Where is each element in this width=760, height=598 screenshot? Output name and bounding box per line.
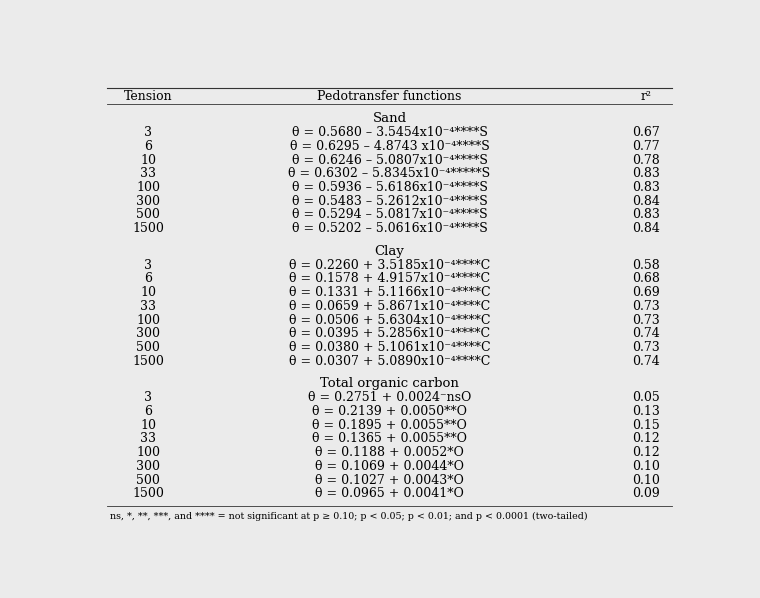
Text: 0.83: 0.83 xyxy=(632,209,660,221)
Text: 10: 10 xyxy=(140,154,156,166)
Text: 0.12: 0.12 xyxy=(632,446,660,459)
Text: θ = 0.0506 + 5.6304x10⁻⁴****C: θ = 0.0506 + 5.6304x10⁻⁴****C xyxy=(289,313,490,327)
Text: θ = 0.2260 + 3.5185x10⁻⁴****C: θ = 0.2260 + 3.5185x10⁻⁴****C xyxy=(289,258,490,271)
Text: 0.74: 0.74 xyxy=(632,355,660,368)
Text: θ = 0.1578 + 4.9157x10⁻⁴****C: θ = 0.1578 + 4.9157x10⁻⁴****C xyxy=(289,272,490,285)
Text: θ = 0.2751 + 0.0024⁻nsO: θ = 0.2751 + 0.0024⁻nsO xyxy=(308,391,471,404)
Text: θ = 0.1365 + 0.0055**O: θ = 0.1365 + 0.0055**O xyxy=(312,432,467,446)
Text: θ = 0.5294 – 5.0817x10⁻⁴****S: θ = 0.5294 – 5.0817x10⁻⁴****S xyxy=(292,209,487,221)
Text: 0.58: 0.58 xyxy=(632,258,660,271)
Text: 500: 500 xyxy=(136,474,160,487)
Text: 0.67: 0.67 xyxy=(632,126,660,139)
Text: 0.77: 0.77 xyxy=(632,140,660,152)
Text: θ = 0.1331 + 5.1166x10⁻⁴****C: θ = 0.1331 + 5.1166x10⁻⁴****C xyxy=(289,286,490,299)
Text: 0.10: 0.10 xyxy=(632,460,660,473)
Text: Pedotransfer functions: Pedotransfer functions xyxy=(318,90,461,103)
Text: 6: 6 xyxy=(144,140,152,152)
Text: 0.05: 0.05 xyxy=(632,391,660,404)
Text: 6: 6 xyxy=(144,405,152,418)
Text: 500: 500 xyxy=(136,209,160,221)
Text: 3: 3 xyxy=(144,126,152,139)
Text: 300: 300 xyxy=(136,327,160,340)
Text: 3: 3 xyxy=(144,258,152,271)
Text: 33: 33 xyxy=(140,167,156,180)
Text: 6: 6 xyxy=(144,272,152,285)
Text: 300: 300 xyxy=(136,195,160,208)
Text: 0.84: 0.84 xyxy=(632,222,660,235)
Text: θ = 0.0965 + 0.0041*O: θ = 0.0965 + 0.0041*O xyxy=(315,487,464,501)
Text: 100: 100 xyxy=(136,313,160,327)
Text: 0.83: 0.83 xyxy=(632,167,660,180)
Text: θ = 0.0307 + 5.0890x10⁻⁴****C: θ = 0.0307 + 5.0890x10⁻⁴****C xyxy=(289,355,490,368)
Text: Clay: Clay xyxy=(375,245,404,258)
Text: 0.84: 0.84 xyxy=(632,195,660,208)
Text: 300: 300 xyxy=(136,460,160,473)
Text: θ = 0.5936 – 5.6186x10⁻⁴****S: θ = 0.5936 – 5.6186x10⁻⁴****S xyxy=(292,181,487,194)
Text: Tension: Tension xyxy=(124,90,173,103)
Text: Total organic carbon: Total organic carbon xyxy=(320,377,459,390)
Text: 0.12: 0.12 xyxy=(632,432,660,446)
Text: 0.68: 0.68 xyxy=(632,272,660,285)
Text: Sand: Sand xyxy=(372,112,407,126)
Text: θ = 0.2139 + 0.0050**O: θ = 0.2139 + 0.0050**O xyxy=(312,405,467,418)
Text: 0.09: 0.09 xyxy=(632,487,660,501)
Text: 1500: 1500 xyxy=(132,355,164,368)
Text: 0.73: 0.73 xyxy=(632,300,660,313)
Text: θ = 0.5483 – 5.2612x10⁻⁴****S: θ = 0.5483 – 5.2612x10⁻⁴****S xyxy=(292,195,487,208)
Text: θ = 0.1895 + 0.0055**O: θ = 0.1895 + 0.0055**O xyxy=(312,419,467,432)
Text: θ = 0.1027 + 0.0043*O: θ = 0.1027 + 0.0043*O xyxy=(315,474,464,487)
Text: θ = 0.6246 – 5.0807x10⁻⁴****S: θ = 0.6246 – 5.0807x10⁻⁴****S xyxy=(292,154,487,166)
Text: 100: 100 xyxy=(136,181,160,194)
Text: 500: 500 xyxy=(136,341,160,354)
Text: θ = 0.6295 – 4.8743 x10⁻⁴****S: θ = 0.6295 – 4.8743 x10⁻⁴****S xyxy=(290,140,489,152)
Text: 1500: 1500 xyxy=(132,487,164,501)
Text: θ = 0.0659 + 5.8671x10⁻⁴****C: θ = 0.0659 + 5.8671x10⁻⁴****C xyxy=(289,300,490,313)
Text: 3: 3 xyxy=(144,391,152,404)
Text: θ = 0.1188 + 0.0052*O: θ = 0.1188 + 0.0052*O xyxy=(315,446,464,459)
Text: 0.73: 0.73 xyxy=(632,313,660,327)
Text: θ = 0.5680 – 3.5454x10⁻⁴****S: θ = 0.5680 – 3.5454x10⁻⁴****S xyxy=(292,126,487,139)
Text: 0.13: 0.13 xyxy=(632,405,660,418)
Text: θ = 0.0380 + 5.1061x10⁻⁴****C: θ = 0.0380 + 5.1061x10⁻⁴****C xyxy=(289,341,490,354)
Text: θ = 0.0395 + 5.2856x10⁻⁴****C: θ = 0.0395 + 5.2856x10⁻⁴****C xyxy=(289,327,490,340)
Text: θ = 0.6302 – 5.8345x10⁻⁴*****S: θ = 0.6302 – 5.8345x10⁻⁴*****S xyxy=(289,167,490,180)
Text: θ = 0.5202 – 5.0616x10⁻⁴****S: θ = 0.5202 – 5.0616x10⁻⁴****S xyxy=(292,222,487,235)
Text: 0.83: 0.83 xyxy=(632,181,660,194)
Text: 0.78: 0.78 xyxy=(632,154,660,166)
Text: 0.69: 0.69 xyxy=(632,286,660,299)
Text: 0.15: 0.15 xyxy=(632,419,660,432)
Text: 0.10: 0.10 xyxy=(632,474,660,487)
Text: 100: 100 xyxy=(136,446,160,459)
Text: 33: 33 xyxy=(140,432,156,446)
Text: 10: 10 xyxy=(140,419,156,432)
Text: 0.73: 0.73 xyxy=(632,341,660,354)
Text: ns, *, **, ***, and **** = not significant at p ≥ 0.10; p < 0.05; p < 0.01; and : ns, *, **, ***, and **** = not significa… xyxy=(109,512,587,521)
Text: 0.74: 0.74 xyxy=(632,327,660,340)
Text: r²: r² xyxy=(640,90,651,103)
Text: 10: 10 xyxy=(140,286,156,299)
Text: 33: 33 xyxy=(140,300,156,313)
Text: 1500: 1500 xyxy=(132,222,164,235)
Text: θ = 0.1069 + 0.0044*O: θ = 0.1069 + 0.0044*O xyxy=(315,460,464,473)
